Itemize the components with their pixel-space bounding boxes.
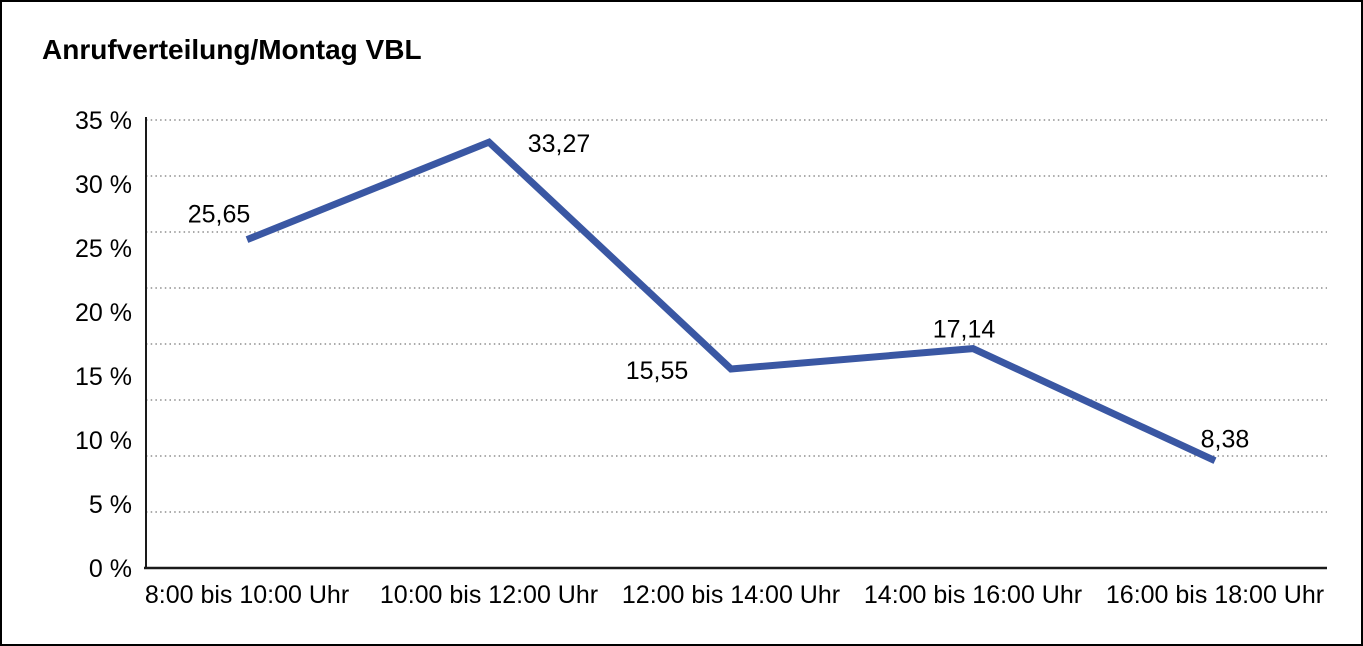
x-axis-label: 16:00 bis 18:00 Uhr: [1106, 581, 1324, 609]
y-tick-label: 5 %: [89, 491, 132, 519]
chart-title: Anrufverteilung/Montag VBL: [42, 34, 422, 65]
data-point-label: 8,38: [1201, 426, 1250, 454]
x-axis-label: 12:00 bis 14:00 Uhr: [622, 581, 840, 609]
y-tick-label: 25 %: [75, 235, 132, 263]
x-axis-label: 8:00 bis 10:00 Uhr: [145, 581, 349, 609]
data-point-label: 25,65: [188, 201, 251, 229]
y-tick-label: 15 %: [75, 363, 132, 391]
y-tick-label: 30 %: [75, 171, 132, 199]
x-axis-label: 10:00 bis 12:00 Uhr: [380, 581, 598, 609]
data-point-label: 15,55: [626, 357, 689, 385]
y-tick-label: 10 %: [75, 427, 132, 455]
y-tick-label: 0 %: [89, 555, 132, 583]
y-tick-label: 20 %: [75, 299, 132, 327]
data-line: [245, 138, 1217, 464]
x-axis-label: 14:00 bis 16:00 Uhr: [864, 581, 1082, 609]
data-point-label: 17,14: [933, 316, 996, 344]
data-point-label: 33,27: [528, 130, 591, 158]
y-tick-label: 35 %: [75, 107, 132, 135]
